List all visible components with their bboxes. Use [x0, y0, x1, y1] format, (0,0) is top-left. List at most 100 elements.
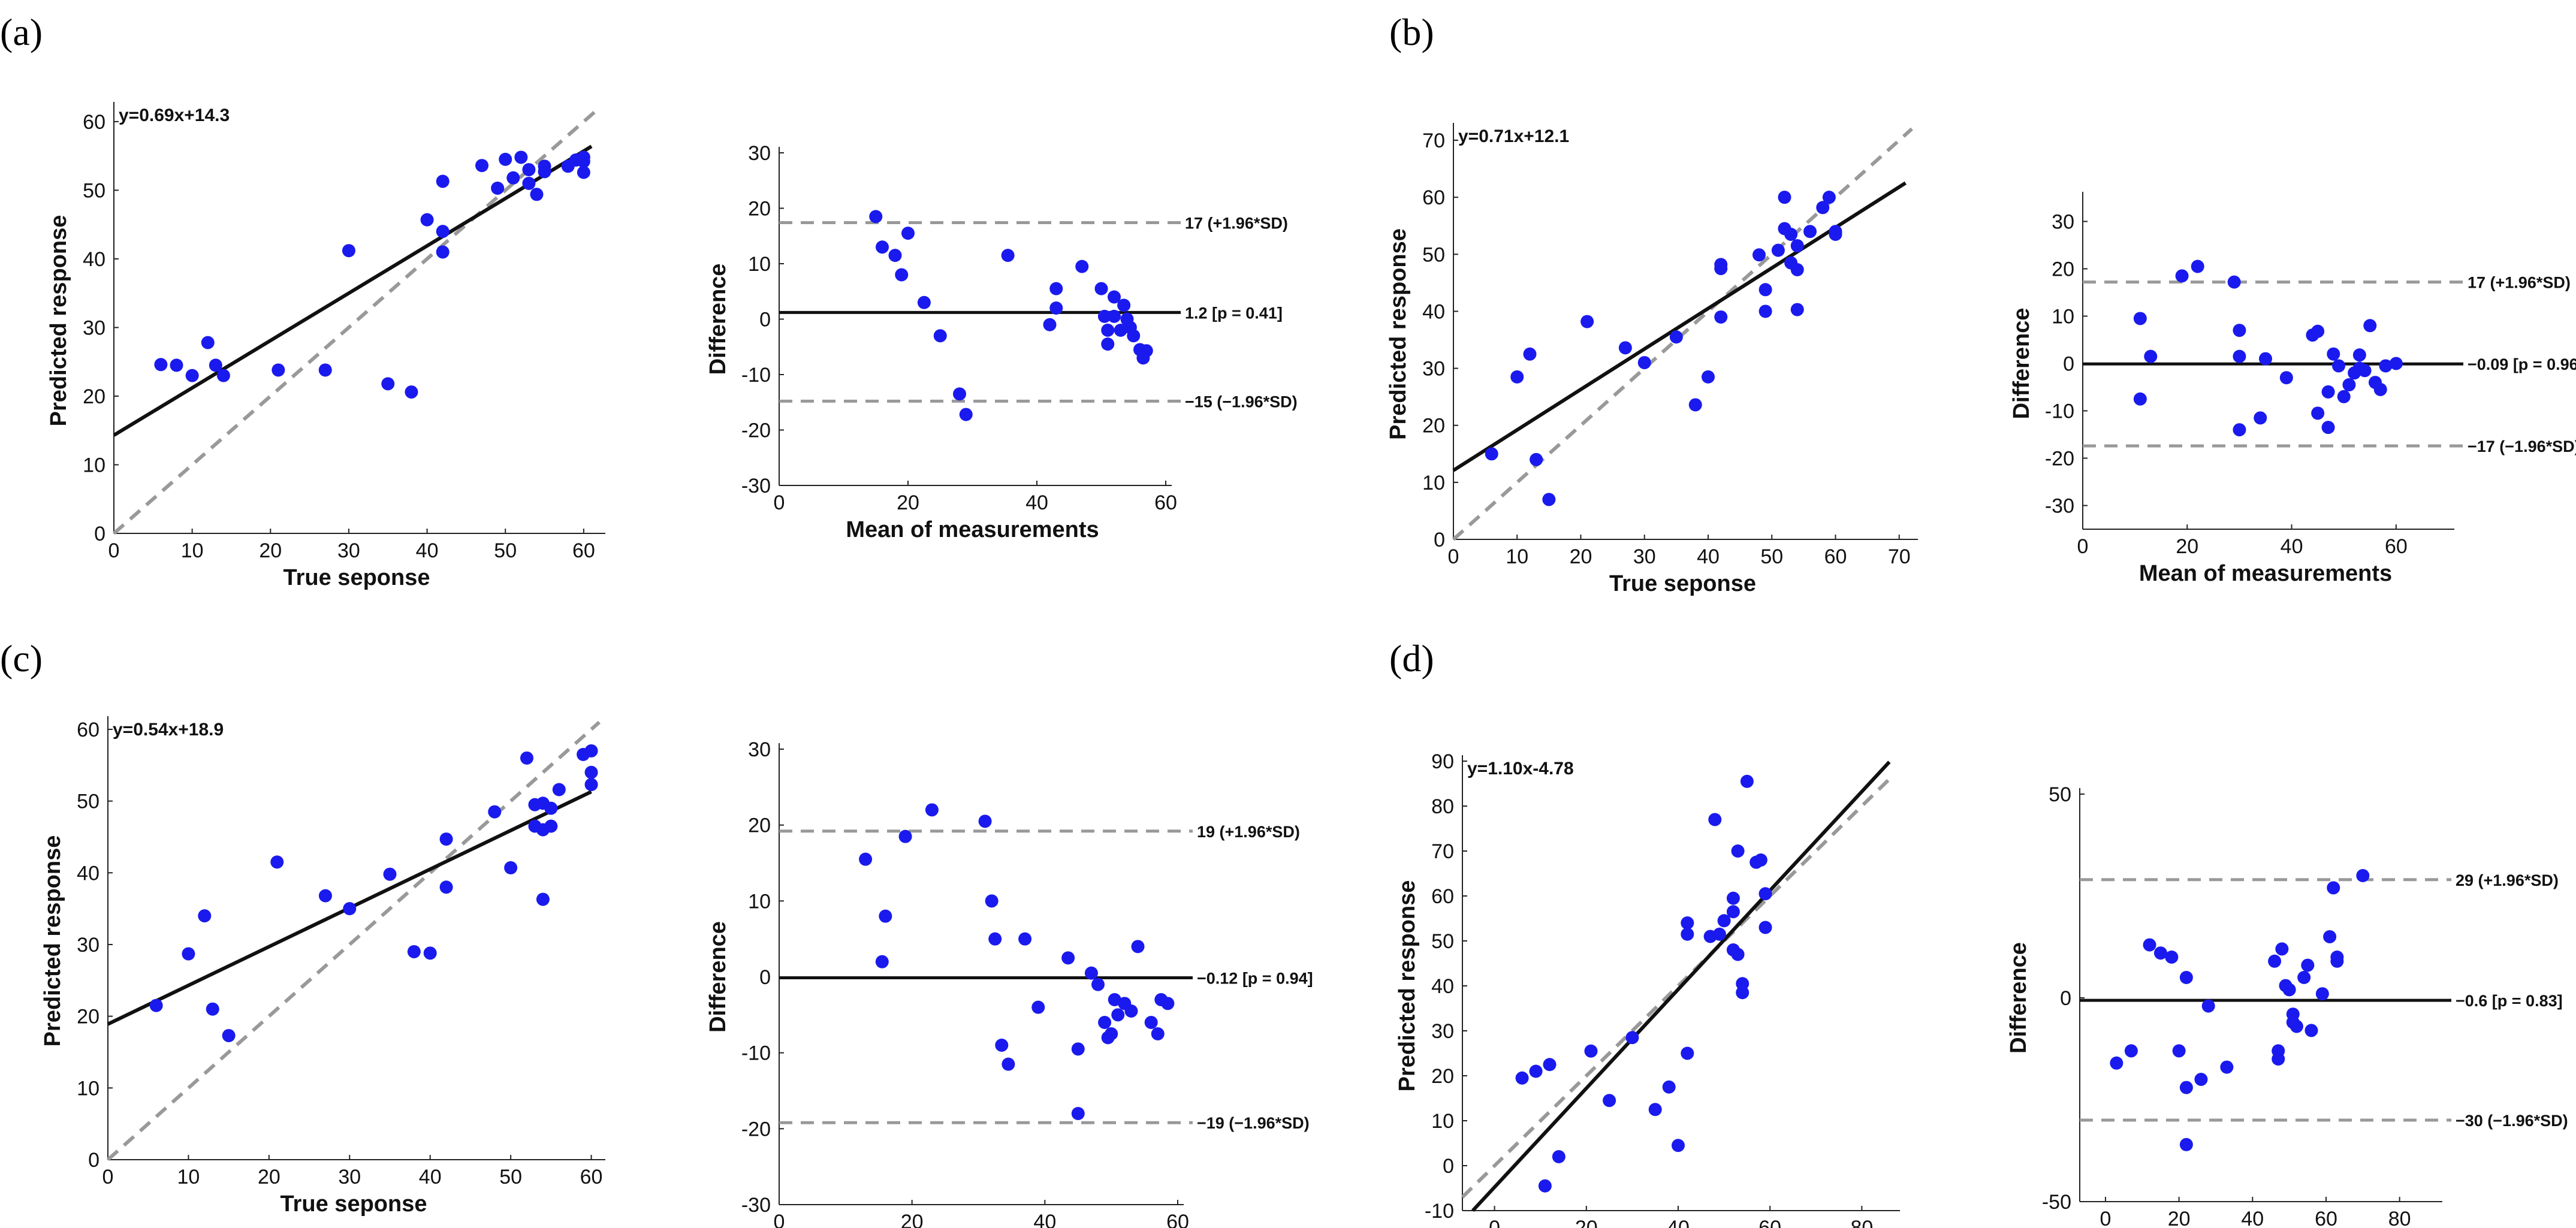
data-point [2337, 390, 2351, 403]
x-tick-label: 60 [1758, 1217, 1781, 1228]
y-tick-label: 90 [1431, 750, 1454, 773]
y-tick-label: 70 [1422, 129, 1445, 152]
data-points [1485, 191, 1842, 506]
data-point [272, 363, 285, 377]
data-point [1127, 329, 1141, 343]
x-tick-label: 0 [108, 539, 120, 562]
y-tick-label: 60 [1422, 186, 1445, 209]
data-point [584, 765, 598, 779]
chart-a-bland-altman: 0 20 40 60 -30 -20 -10 0 10 20 30 Mean of measureme… [705, 142, 1298, 542]
y-tick-label: 0 [1443, 1155, 1454, 1178]
data-point [2282, 983, 2296, 997]
y-tick-label: -20 [741, 1118, 771, 1140]
x-tick-label: 60 [572, 539, 595, 562]
data-point [520, 751, 534, 765]
y-tick-label: 20 [77, 1006, 99, 1028]
data-point [1101, 337, 1115, 351]
data-point [343, 902, 357, 916]
data-point [2179, 971, 2193, 984]
data-point [2327, 347, 2340, 361]
data-point [1097, 309, 1111, 323]
x-tick-label: 70 [1888, 545, 1911, 568]
data-point [1731, 844, 1745, 858]
data-point [2311, 406, 2325, 420]
y-tick-label: 0 [759, 309, 771, 331]
y-tick-label: 0 [759, 966, 771, 989]
data-point [1758, 887, 1772, 901]
data-point [504, 861, 518, 874]
x-tick-label: 0 [774, 491, 785, 514]
data-point [895, 268, 909, 282]
y-tick-label: 30 [83, 316, 105, 339]
x-tick-label: 40 [1667, 1217, 1690, 1228]
data-point [491, 181, 505, 195]
y-tick-label: 10 [1422, 472, 1445, 494]
data-point [538, 159, 551, 173]
data-point [1538, 1179, 1552, 1193]
x-tick-label: 40 [1025, 491, 1048, 514]
x-tick-label: 40 [2281, 535, 2303, 558]
data-point [1625, 1031, 1639, 1045]
y-tick-label: 30 [1431, 1020, 1454, 1043]
data-point [2179, 1138, 2193, 1151]
data-point [2268, 954, 2282, 968]
data-point [436, 245, 450, 259]
data-point [2356, 869, 2370, 882]
data-point [577, 150, 590, 164]
y-tick-label: 0 [1434, 529, 1445, 551]
data-point [198, 909, 212, 923]
data-point [2342, 378, 2356, 392]
data-point [1117, 298, 1131, 312]
x-tick-label: 20 [259, 539, 282, 562]
y-tick-label: 40 [1431, 975, 1454, 998]
data-point [1688, 398, 1702, 412]
axes: 0 10 20 30 40 50 60 0 10 20 30 40 50 60 True seponse Pr… [46, 102, 605, 590]
data-point [2323, 930, 2337, 943]
x-tick-label: 40 [1033, 1211, 1056, 1228]
data-point [959, 408, 973, 421]
data-point [201, 336, 215, 349]
data-point [318, 889, 332, 903]
data-points [149, 744, 598, 1042]
data-point [522, 176, 536, 190]
data-point [2144, 349, 2158, 363]
y-axis-label: Difference [705, 921, 731, 1033]
data-point [1758, 304, 1772, 318]
y-tick-label: 40 [1422, 300, 1445, 323]
data-point [995, 1039, 1009, 1052]
data-point [1681, 927, 1694, 941]
data-point [1529, 1064, 1543, 1078]
x-tick-label: 20 [897, 491, 919, 514]
mean-label: −0.12 [p = 0.94] [1197, 970, 1313, 988]
data-point [1530, 452, 1543, 466]
y-tick-label: 30 [748, 738, 771, 761]
y-tick-label: -10 [741, 364, 771, 387]
x-tick-label: 60 [2315, 1208, 2337, 1228]
data-point [381, 377, 395, 391]
x-tick-label: 20 [1575, 1217, 1598, 1228]
data-point [2172, 1044, 2186, 1058]
x-tick-label: 20 [2176, 535, 2198, 558]
data-point [2301, 958, 2315, 972]
data-point [2133, 312, 2147, 325]
y-tick-label: 30 [1422, 358, 1445, 381]
data-point [182, 947, 195, 961]
panel-label: (d) [1389, 637, 1434, 680]
x-axis-label: True seponse [1609, 571, 1756, 596]
x-tick-label: 80 [2388, 1208, 2411, 1228]
y-axis-label: Difference [2006, 942, 2031, 1054]
data-point [875, 955, 889, 968]
data-point [2332, 359, 2345, 373]
data-points [859, 803, 1175, 1120]
data-point [1726, 891, 1740, 905]
axes: 0 20 40 60 -30 -20 -10 0 10 20 30 Mean of measureme… [705, 142, 1177, 542]
data-point [488, 805, 502, 819]
data-point [2311, 324, 2325, 338]
y-tick-label: 10 [748, 253, 771, 276]
data-point [1018, 932, 1032, 946]
data-point [270, 855, 284, 869]
data-point [1771, 243, 1785, 257]
data-point [2124, 1044, 2138, 1058]
y-tick-label: -20 [2045, 448, 2074, 470]
